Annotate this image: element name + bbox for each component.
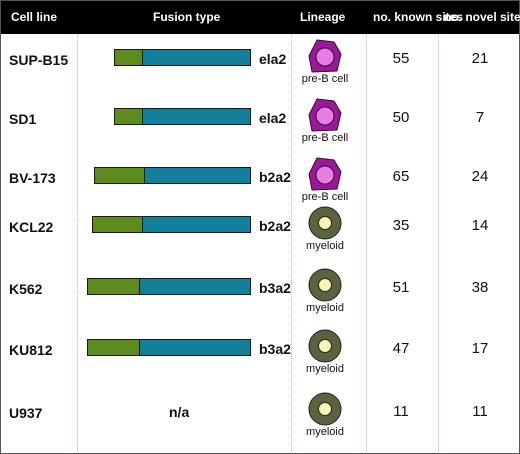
fusion-type-label: b3a2 — [259, 341, 291, 357]
fusion-bar — [87, 339, 251, 356]
table-row: KU812 b3a2 myeloid 47 17 — [1, 324, 519, 384]
header-known-sites: no. known sites — [373, 10, 464, 24]
fusion-bar — [92, 216, 251, 233]
known-sites-value: 50 — [392, 109, 410, 126]
table-row: SUP-B15 ela2 pre-B cell 55 21 — [1, 34, 519, 94]
lineage-label: myeloid — [306, 363, 344, 375]
abl-segment — [143, 50, 250, 65]
fusion-type-label: n/a — [169, 404, 190, 420]
fusion-bar — [114, 108, 251, 125]
bcr-segment — [93, 217, 143, 232]
fusion-bar — [94, 167, 251, 184]
table-row: KCL22 b2a2 myeloid 35 14 — [1, 201, 519, 261]
column-divider — [77, 34, 78, 453]
lineage-label: myeloid — [306, 240, 344, 252]
abl-segment — [140, 340, 250, 355]
myeloid-cell-icon — [307, 205, 343, 241]
fusion-bar — [114, 49, 251, 66]
fusion-type-label: b3a2 — [259, 280, 291, 296]
lineage-label: myeloid — [306, 302, 344, 314]
header-lineage: Lineage — [300, 10, 346, 24]
pre-b-cell-icon — [307, 97, 343, 133]
novel-sites-value: 14 — [471, 217, 489, 234]
lineage-label: pre-B cell — [301, 73, 349, 85]
column-divider — [291, 34, 292, 453]
novel-sites-value: 21 — [471, 50, 489, 67]
known-sites-value: 51 — [392, 279, 410, 296]
novel-sites-value: 17 — [471, 340, 489, 357]
bcr-segment — [115, 50, 143, 65]
cell-line-name: KCL22 — [9, 219, 54, 235]
bcr-segment — [115, 109, 143, 124]
table-row: SD1 ela2 pre-B cell 50 7 — [1, 93, 519, 153]
cell-line-name: SUP-B15 — [9, 52, 69, 68]
novel-sites-value: 24 — [471, 168, 489, 185]
cell-line-name: U937 — [9, 405, 43, 421]
pre-b-cell-icon — [307, 156, 343, 192]
table-row: BV-173 b2a2 pre-B cell 65 24 — [1, 152, 519, 212]
fusion-type-label: b2a2 — [259, 218, 291, 234]
fusion-type-label: b2a2 — [259, 169, 291, 185]
myeloid-cell-icon — [307, 328, 343, 364]
table-row: K562 b3a2 myeloid 51 38 — [1, 263, 519, 323]
known-sites-value: 55 — [392, 50, 410, 67]
fusion-bar — [87, 278, 251, 295]
lineage-label: pre-B cell — [301, 132, 349, 144]
cell-line-name: KU812 — [9, 342, 53, 358]
fusion-type-label: ela2 — [259, 51, 287, 67]
abl-segment — [140, 279, 250, 294]
cell-line-name: SD1 — [9, 111, 37, 127]
table-row: U937 n/a myeloid 11 11 — [1, 387, 519, 447]
known-sites-value: 35 — [392, 217, 410, 234]
header-cell-line: Cell line — [11, 10, 58, 24]
abl-segment — [143, 217, 250, 232]
bcr-segment — [95, 168, 145, 183]
abl-segment — [145, 168, 250, 183]
cell-line-name: K562 — [9, 281, 43, 297]
pre-b-cell-icon — [307, 38, 343, 74]
column-divider — [438, 34, 439, 453]
header-fusion-type: Fusion type — [153, 10, 221, 24]
table-header: Cell line Fusion type Lineage no. known … — [1, 1, 520, 34]
novel-sites-value: 7 — [475, 109, 485, 126]
known-sites-value: 65 — [392, 168, 410, 185]
novel-sites-value: 38 — [471, 279, 489, 296]
header-novel-sites: no. novel sites — [444, 10, 520, 24]
known-sites-value: 47 — [392, 340, 410, 357]
abl-segment — [143, 109, 250, 124]
myeloid-cell-icon — [307, 391, 343, 427]
myeloid-cell-icon — [307, 267, 343, 303]
lineage-label: myeloid — [306, 426, 344, 438]
novel-sites-value: 11 — [472, 403, 488, 420]
bcr-segment — [88, 279, 140, 294]
known-sites-value: 11 — [393, 403, 409, 420]
fusion-type-label: ela2 — [259, 110, 287, 126]
bcr-segment — [88, 340, 140, 355]
column-divider — [366, 34, 367, 453]
cell-line-name: BV-173 — [9, 170, 56, 186]
lineage-label: pre-B cell — [301, 191, 349, 203]
